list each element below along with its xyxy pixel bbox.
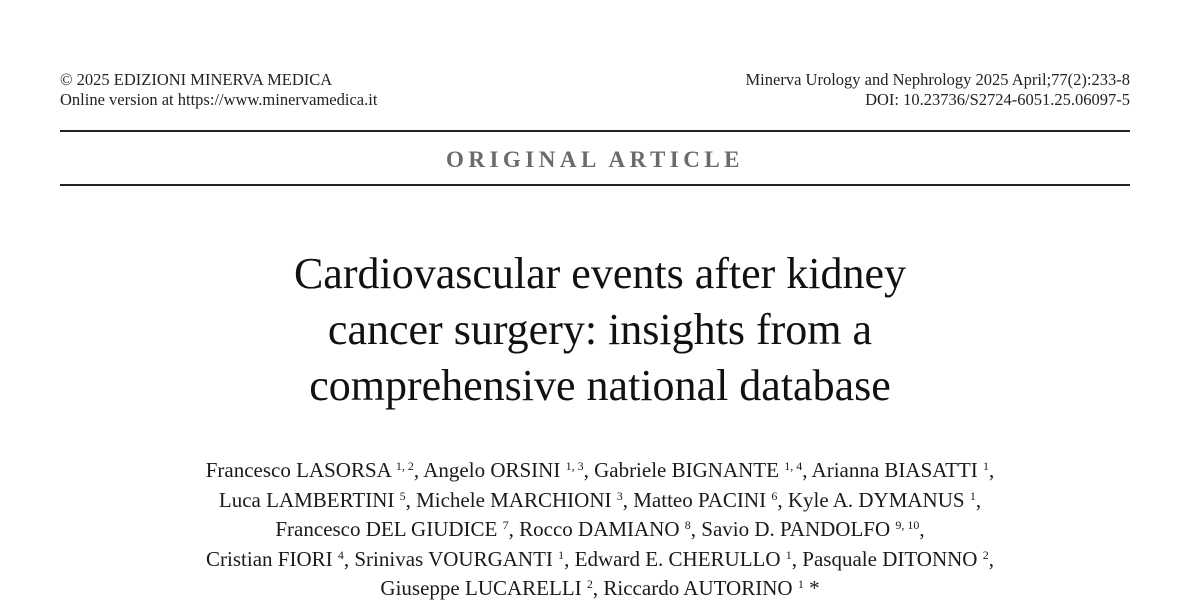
affiliation-number: 7 [502,518,509,532]
affiliation-number: 1 [969,488,976,503]
author-name: Giuseppe LUCARELLI [380,576,587,600]
author-separator: , [405,487,417,512]
author-separator: , [592,576,604,600]
author-name: Cristian FIORI [206,546,338,571]
author-name: Michele MARCHIONI [416,487,617,512]
affiliation-number: 1 [797,577,804,591]
affiliation-number: 3 [616,488,623,503]
author-name: Kyle A. DYMANUS [787,487,970,512]
author-name: Savio D. PANDOLFO [701,517,896,541]
author-separator: , [413,458,424,482]
title-line: comprehensive national database [309,361,891,410]
affiliation-number: 6 [771,488,778,503]
author-separator: , [690,517,702,541]
author-line: Francesco LASORSA 1, 2, Angelo ORSINI 1,… [50,456,1150,486]
author-name: Srinivas VOURGANTI [354,546,559,571]
author-name: Angelo ORSINI [423,458,566,482]
author-separator: , [989,458,995,482]
affiliation-number: 2 [586,577,593,591]
author-separator: , [343,546,355,571]
copyright-line: © 2025 EDIZIONI MINERVA MEDICA [60,70,333,89]
author-name: Edward E. CHERULLO [574,546,786,571]
author-list: Francesco LASORSA 1, 2, Angelo ORSINI 1,… [50,456,1150,604]
author-line: Cristian FIORI 4, Srinivas VOURGANTI 1, … [50,545,1150,575]
affiliation-number: 1 [983,459,989,473]
top-rule-divider [60,130,1130,132]
affiliation-number: 1, 4 [784,459,803,473]
author-name: Francesco LASORSA [205,458,396,482]
title-line: Cardiovascular events after kidney [293,249,907,298]
author-name: Luca LAMBERTINI [218,487,400,512]
affiliation-number: 2 [982,547,989,562]
author-name: Rocco DAMIANO [519,517,685,541]
author-separator: , [791,546,803,571]
author-separator: , [622,487,634,512]
article-title: Cardiovascular events after kidney cance… [100,246,1100,414]
author-name: Gabriele BIGNANTE [594,458,785,482]
journal-header-right: Minerva Urology and Nephrology 2025 Apri… [746,70,1130,110]
author-separator: , [802,458,812,482]
author-separator: * [803,576,820,600]
author-separator: , [975,487,982,512]
bottom-rule-divider [60,184,1130,186]
author-separator: , [564,546,575,571]
title-line: cancer surgery: insights from a [327,305,873,354]
author-name: Riccardo AUTORINO [603,576,798,600]
online-version-line: Online version at https://www.minervamed… [60,90,378,109]
author-separator: , [988,546,994,571]
author-separator: , [777,487,788,512]
affiliation-number: 9, 10 [895,518,920,532]
author-name: Francesco DEL GIUDICE [275,517,503,541]
affiliation-number: 1 [558,547,565,562]
author-separator: , [583,458,595,482]
section-label: ORIGINAL ARTICLE [445,147,745,172]
author-line: Luca LAMBERTINI 5, Michele MARCHIONI 3, … [50,486,1150,516]
affiliation-number: 8 [684,518,691,532]
affiliation-number: 4 [337,547,344,562]
affiliation-number: 1, 2 [395,459,414,473]
journal-header-left: © 2025 EDIZIONI MINERVA MEDICA Online ve… [60,70,377,110]
author-separator: , [508,517,520,541]
author-line: Giuseppe LUCARELLI 2, Riccardo AUTORINO … [50,574,1150,604]
author-name: Arianna BIASATTI [811,458,983,482]
doi-line: DOI: 10.23736/S2724-6051.25.06097-5 [865,90,1130,109]
author-name: Matteo PACINI [633,487,772,512]
affiliation-number: 5 [399,488,406,503]
journal-citation: Minerva Urology and Nephrology 2025 Apri… [745,70,1130,89]
author-name: Pasquale DITONNO [802,546,983,571]
author-separator: , [919,517,925,541]
affiliation-number: 1 [785,547,792,562]
author-line: Francesco DEL GIUDICE 7, Rocco DAMIANO 8… [50,515,1150,545]
affiliation-number: 1, 3 [565,459,584,473]
